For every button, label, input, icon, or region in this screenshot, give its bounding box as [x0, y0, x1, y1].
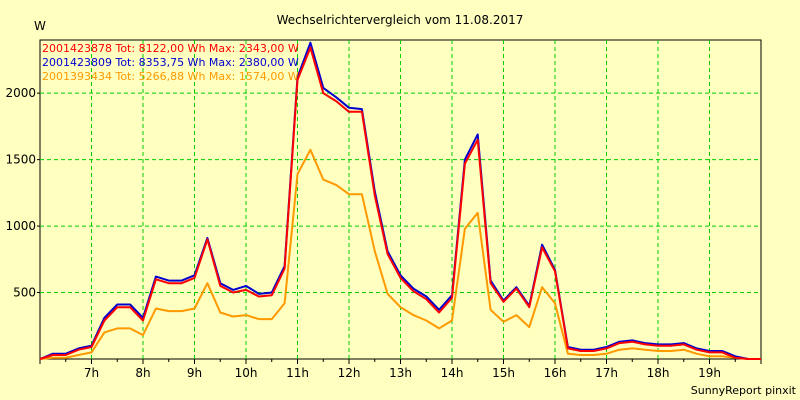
- x-tick-label: 7h: [84, 366, 99, 380]
- series-line: [39, 41, 761, 360]
- y-tick-label: 500: [13, 286, 36, 300]
- y-axis-label: W: [34, 19, 46, 33]
- x-tick-label: 10h: [235, 366, 258, 380]
- series-line: [39, 148, 761, 360]
- footer-credit: SunnyReport pinxit: [691, 384, 797, 397]
- legend-entry: 2001423878 Tot: 8122,00 Wh Max: 2343,00 …: [42, 42, 299, 55]
- legend-entry: 2001393434 Tot: 5266,88 Wh Max: 1574,00 …: [42, 70, 299, 83]
- y-tick-label: 1000: [5, 219, 36, 233]
- x-tick-label: 16h: [544, 366, 567, 380]
- x-tick-label: 12h: [338, 366, 361, 380]
- x-tick-label: 15h: [492, 366, 515, 380]
- y-tick-label: 1500: [5, 153, 36, 167]
- x-tick-label: 17h: [595, 366, 618, 380]
- x-tick-label: 9h: [187, 366, 202, 380]
- plot-area: [39, 39, 762, 360]
- x-tick-label: 13h: [389, 366, 412, 380]
- x-tick-label: 11h: [286, 366, 309, 380]
- x-tick-label: 14h: [441, 366, 464, 380]
- y-axis: 500 1000 1500 2000: [5, 86, 40, 300]
- legend: 2001423878 Tot: 8122,00 Wh Max: 2343,00 …: [42, 42, 299, 83]
- series-lines: [39, 41, 761, 360]
- x-tick-label: 18h: [647, 366, 670, 380]
- x-axis: 7h 8h 9h 10h 11h 12h 13h 14h 15h 16h 17h 18h 19h: [39, 359, 762, 380]
- chart-title: Wechselrichtervergleich vom 11.08.2017: [277, 13, 524, 27]
- legend-entry: 2001423809 Tot: 8353,75 Wh Max: 2380,00 …: [42, 56, 299, 69]
- series-line: [39, 46, 761, 360]
- grid: [40, 40, 761, 359]
- y-tick-label: 2000: [5, 86, 36, 100]
- x-tick-label: 8h: [135, 366, 150, 380]
- x-tick-label: 19h: [698, 366, 721, 380]
